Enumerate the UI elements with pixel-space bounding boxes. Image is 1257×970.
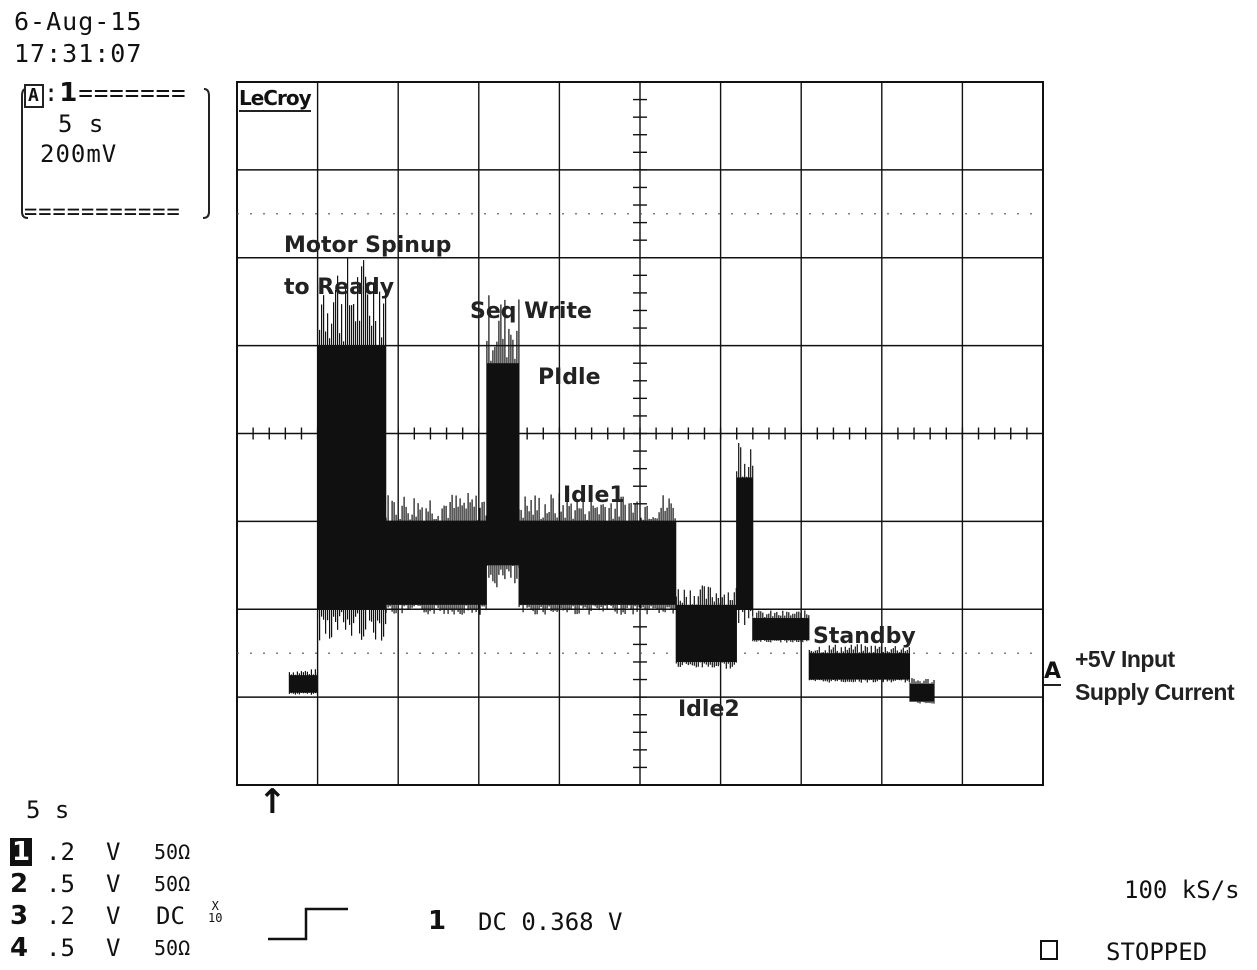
annotation-idle1: Idle1	[563, 483, 625, 508]
trigger-channel: 1	[428, 906, 447, 936]
trace-segment-initial	[288, 669, 318, 695]
channel-unit: V	[106, 838, 121, 866]
channel-unit: V	[106, 934, 121, 962]
trace-noise	[486, 295, 520, 588]
channel-coupling: 50Ω	[154, 872, 191, 896]
annotation-idle2: Idle2	[678, 697, 740, 722]
panel-bottom-separator: ===========	[24, 200, 181, 225]
trace-noise	[736, 443, 754, 625]
channel-number: 2	[10, 869, 29, 899]
grid	[236, 81, 1044, 786]
channel-coupling: DC	[156, 902, 185, 930]
trace-segment-idle2	[675, 585, 737, 669]
channel-coupling: 50Ω	[154, 840, 191, 864]
trace-noise	[808, 644, 910, 683]
channel-number: 3	[10, 901, 29, 931]
annotation-standby: Standby	[813, 624, 916, 649]
x10-probe-marker: X 10	[208, 899, 223, 925]
trace-segment-idle1b	[736, 443, 754, 625]
channel-scale: .5	[46, 870, 75, 898]
panel-title-row: A:1=======	[24, 78, 187, 108]
trace-segment-idle1	[518, 493, 677, 615]
trace-label-line2: Supply Current	[1075, 679, 1235, 705]
panel-timebase: 5 s	[58, 110, 105, 138]
trace-id-badge: A	[24, 84, 44, 108]
acquisition-status: STOPPED	[1106, 938, 1208, 966]
trace-segment-final	[909, 678, 935, 704]
channel-number: 1	[10, 837, 33, 867]
trace-segment-seq-write	[486, 295, 520, 588]
channel-unit: V	[106, 870, 121, 898]
footer-timebase: 5 s	[26, 796, 70, 824]
trace-marker-a: A	[1044, 659, 1062, 686]
trace-segment-motor-spinup-to-ready	[317, 257, 387, 641]
trace-noise	[518, 493, 676, 615]
trace-segment-settle	[385, 493, 487, 615]
rising-edge-trigger-icon	[268, 907, 348, 941]
trace-segment-standby	[752, 610, 810, 643]
trace-noise	[317, 257, 387, 641]
annotation-pidle: PIdle	[538, 365, 601, 390]
run-stop-checkbox[interactable]	[1040, 940, 1058, 960]
trace-noise	[288, 669, 318, 695]
channel-scale: .2	[46, 902, 75, 930]
annotation-motor-spinup: Motor Spinup	[284, 233, 452, 258]
channel-scale: .2	[46, 838, 75, 866]
trace-channel: 1	[59, 78, 79, 108]
channel-scale: .5	[46, 934, 75, 962]
panel-separator: =======	[78, 79, 187, 107]
channel-unit: V	[106, 902, 121, 930]
date-text: 6-Aug-15	[14, 7, 143, 36]
time-text: 17:31:07	[14, 39, 143, 68]
trace-noise	[909, 678, 935, 704]
annotation-seq-write: Seq Write	[470, 299, 592, 324]
trace-noise	[752, 610, 810, 643]
sample-rate: 100 kS/s	[1124, 876, 1240, 904]
trace-waveform	[288, 257, 935, 704]
date-time: 6-Aug-15 17:31:07	[14, 6, 142, 70]
brand-logo: LeCroy	[239, 86, 312, 112]
trigger-level: DC 0.368 V	[478, 908, 623, 936]
channel-number: 4	[10, 933, 29, 963]
trace-segment-low	[808, 644, 911, 683]
trace-noise	[675, 585, 737, 669]
trace-parameter-panel[interactable]: A:1======= 5 s 200mV ===========	[20, 78, 210, 225]
panel-volts: 200mV	[40, 140, 118, 168]
trigger-arrow-icon: ↑	[258, 782, 287, 822]
annotation-to-ready: to Ready	[284, 275, 395, 300]
channel-coupling: 50Ω	[154, 936, 191, 960]
panel-border	[21, 88, 210, 219]
trace-label-line1: +5V Input	[1075, 646, 1175, 672]
trace-noise	[385, 493, 487, 615]
